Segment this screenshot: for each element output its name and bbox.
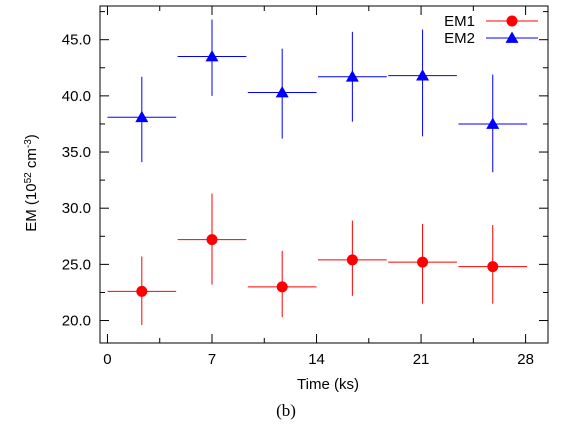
y-tick-label: 40.0 — [62, 88, 91, 105]
data-point — [205, 50, 219, 62]
x-axis-title: Time (ks) — [297, 376, 359, 393]
y-axis-title-suffix: ) — [23, 134, 40, 139]
data-point — [275, 85, 289, 98]
legend-entry-em1: EM1 — [444, 13, 538, 30]
y-tick-label: 30.0 — [62, 200, 91, 217]
data-point — [345, 70, 359, 82]
data-point — [135, 110, 149, 123]
data-point — [346, 254, 358, 266]
legend-marker — [505, 31, 519, 43]
y-axis-title-mid: cm — [23, 148, 40, 172]
y-axis-title-exp1: 52 — [23, 172, 34, 184]
x-tick-label: 28 — [517, 351, 534, 368]
x-tick-label: 21 — [413, 351, 430, 368]
data-point — [276, 281, 288, 293]
data-point — [487, 261, 499, 273]
legend-marker — [506, 15, 518, 27]
series-em1 — [107, 193, 528, 326]
legend-label: EM2 — [444, 30, 475, 47]
data-point — [206, 234, 218, 246]
y-axis-title-exp2: -3 — [23, 139, 34, 148]
series-em2 — [107, 19, 528, 173]
data-point — [136, 285, 148, 297]
data-point — [416, 69, 430, 81]
axis-layer: 0 7 14 21 28 20.0 25.0 30.0 35.0 40.0 45.0 — [62, 5, 549, 368]
x-tick-label: 7 — [208, 351, 216, 368]
y-tick-label: 45.0 — [62, 32, 91, 49]
legend-entry-em2: EM2 — [444, 30, 538, 47]
x-tick-label: 0 — [103, 351, 111, 368]
y-axis-title-prefix: EM (10 — [23, 183, 40, 231]
data-point — [486, 117, 500, 129]
legend-label: EM1 — [444, 13, 475, 30]
y-tick-label: 35.0 — [62, 144, 91, 161]
plot-frame — [99, 5, 549, 344]
series-layer — [107, 19, 528, 326]
x-tick-label: 14 — [308, 351, 325, 368]
y-tick-label: 20.0 — [62, 313, 91, 330]
data-point — [417, 256, 429, 268]
y-axis-title: EM (1052 cm-3) — [23, 134, 41, 232]
figure-caption: (b) — [276, 401, 296, 420]
y-tick-label: 25.0 — [62, 256, 91, 273]
